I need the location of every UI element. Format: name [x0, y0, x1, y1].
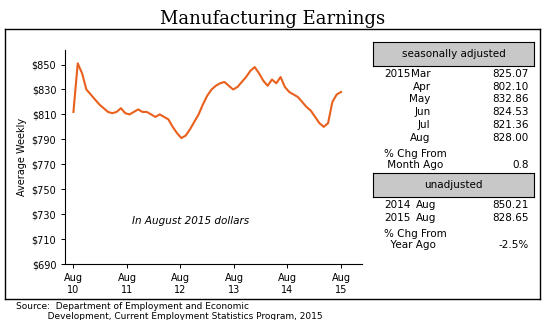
Text: -2.5%: -2.5%: [498, 240, 529, 250]
Text: May: May: [409, 94, 431, 104]
Text: 821.36: 821.36: [492, 120, 529, 130]
Text: Apr: Apr: [413, 82, 431, 92]
Text: 2015: 2015: [384, 69, 410, 79]
Text: 802.10: 802.10: [492, 82, 529, 92]
Text: seasonally adjusted: seasonally adjusted: [402, 49, 506, 59]
Text: Aug: Aug: [416, 213, 436, 223]
Text: In August 2015 dollars: In August 2015 dollars: [132, 216, 250, 226]
Text: 850.21: 850.21: [492, 200, 529, 210]
Text: unadjusted: unadjusted: [425, 180, 483, 190]
Text: Aug: Aug: [410, 133, 431, 143]
Text: % Chg From: % Chg From: [384, 149, 447, 159]
Text: Manufacturing Earnings: Manufacturing Earnings: [160, 10, 385, 28]
Text: 824.53: 824.53: [492, 107, 529, 117]
Text: % Chg From: % Chg From: [384, 229, 447, 239]
Text: Month Ago: Month Ago: [384, 160, 444, 170]
Text: 828.65: 828.65: [492, 213, 529, 223]
Text: 2014: 2014: [384, 200, 410, 210]
Text: 832.86: 832.86: [492, 94, 529, 104]
Text: Mar: Mar: [411, 69, 431, 79]
Y-axis label: Average Weekly: Average Weekly: [17, 118, 27, 196]
Text: 825.07: 825.07: [492, 69, 529, 79]
Text: Year Ago: Year Ago: [384, 240, 436, 250]
Text: Aug: Aug: [416, 200, 436, 210]
Text: Development, Current Employment Statistics Program, 2015: Development, Current Employment Statisti…: [16, 312, 323, 320]
Text: Jul: Jul: [418, 120, 431, 130]
Text: Jun: Jun: [414, 107, 431, 117]
Text: Source:  Department of Employment and Economic: Source: Department of Employment and Eco…: [16, 302, 250, 311]
Text: 0.8: 0.8: [512, 160, 529, 170]
Text: 828.00: 828.00: [492, 133, 529, 143]
Text: 2015: 2015: [384, 213, 410, 223]
